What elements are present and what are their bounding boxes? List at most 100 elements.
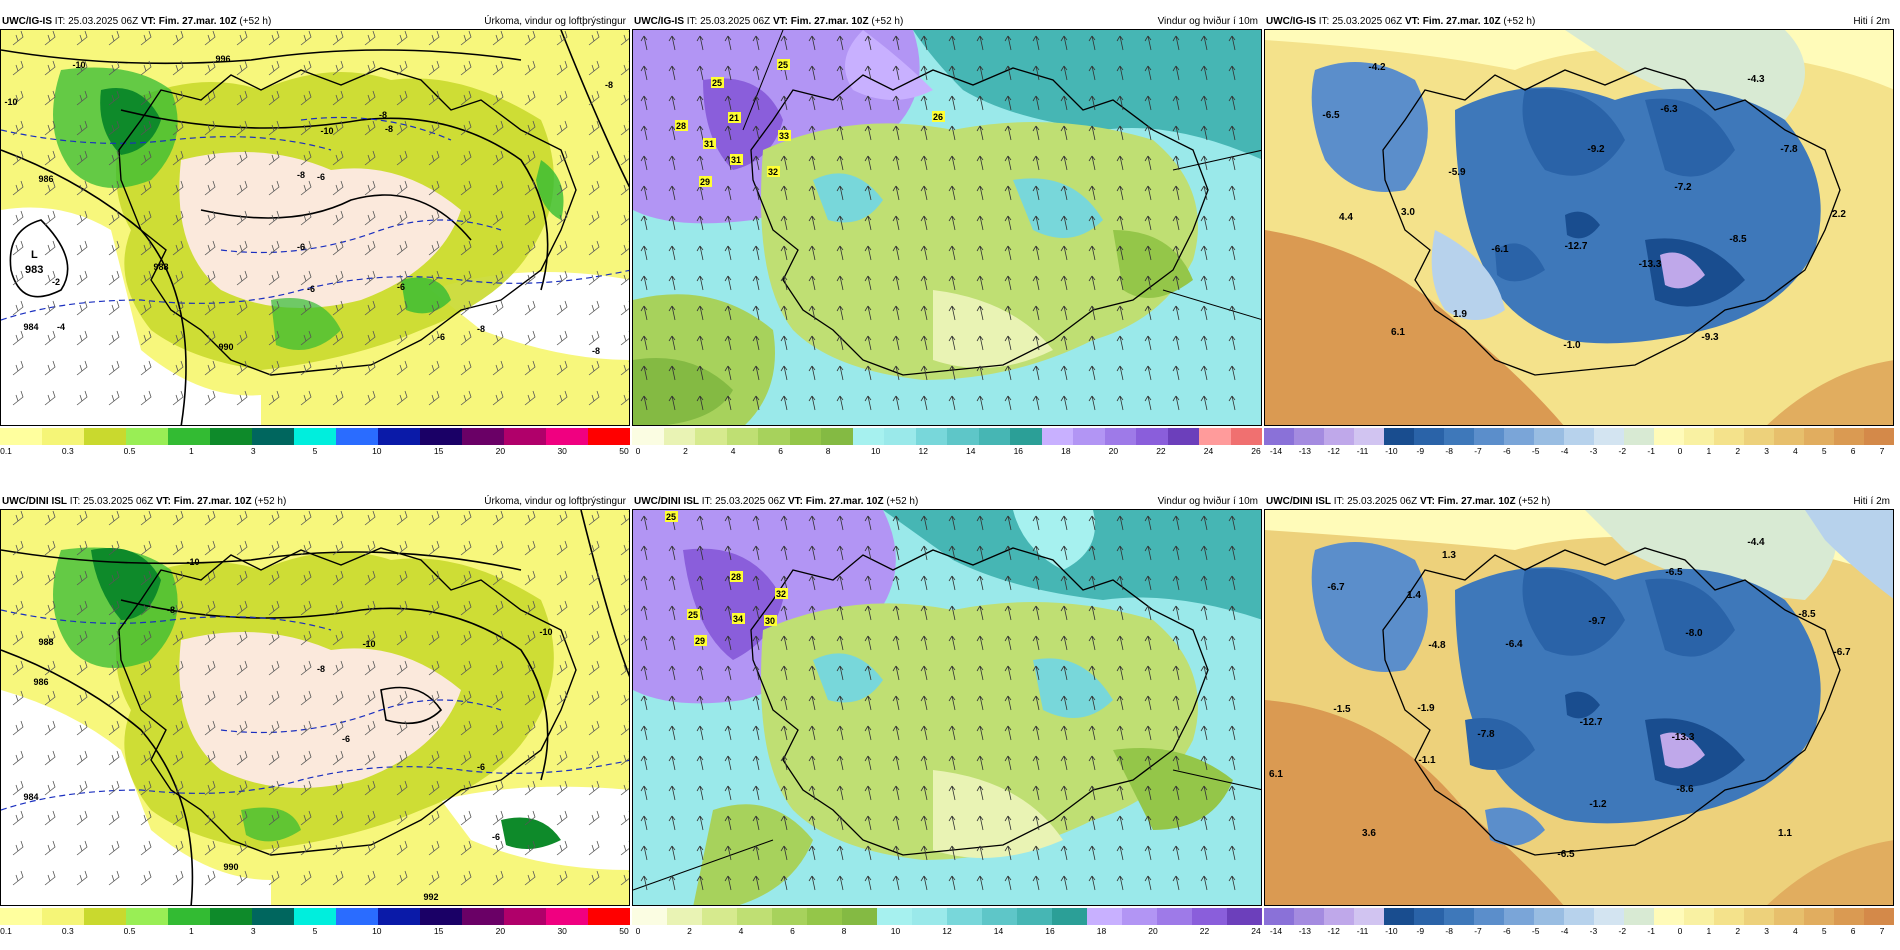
wind-arrow [752, 215, 760, 231]
wind-arrow [836, 395, 844, 411]
wind-arrow [780, 395, 788, 411]
wind-barb [364, 690, 376, 706]
wind-arrow [808, 635, 816, 651]
wind-arrow [724, 785, 732, 801]
colorbar-tick-label: 6 [790, 926, 795, 936]
wind-barb [364, 60, 376, 76]
wind-arrow [696, 35, 704, 51]
field-name: Hiti í 2m [1853, 16, 1890, 27]
wind-barb [364, 600, 376, 616]
wind-barb [460, 750, 472, 766]
wind-barb [44, 570, 56, 586]
wind-arrow [976, 185, 984, 201]
isobar-label: 984 [23, 792, 38, 802]
wind-barb [620, 391, 629, 406]
wind-arrow [1228, 845, 1236, 861]
colorbar-tick-label: 10 [870, 446, 881, 456]
wind-barb [364, 240, 376, 256]
wind-arrow [640, 155, 648, 171]
wind-arrow [780, 785, 788, 801]
wind-barb [460, 30, 472, 46]
wind-arrow [1144, 785, 1152, 801]
wind-barb [140, 720, 152, 736]
colorbar-tick-label: 0.1 [0, 446, 12, 456]
wind-barb [300, 300, 312, 316]
wind-arrow [948, 755, 956, 771]
wind-barb [236, 390, 248, 406]
wind-barb [588, 180, 600, 196]
wind-barb [492, 810, 504, 826]
wind-arrow [1088, 185, 1096, 201]
wind-barb [524, 390, 536, 406]
colorbar-swatch [1294, 428, 1324, 445]
wind-barb [12, 360, 24, 376]
wind-barb [268, 270, 280, 286]
wind-barb [236, 60, 248, 76]
wind-barb [620, 301, 629, 316]
wind-barb [492, 750, 504, 766]
wind-arrow [1172, 275, 1180, 291]
wind-barb [556, 300, 568, 316]
temperature-label: 3.0 [1401, 207, 1415, 218]
wind-barb [12, 30, 24, 46]
wind-arrow [1228, 335, 1236, 351]
wind-arrow [724, 335, 732, 351]
wind-barb [236, 90, 248, 106]
wind-barb [556, 570, 568, 586]
wind-barb [140, 840, 152, 856]
wind-barb [76, 330, 88, 346]
gust-label-box [767, 166, 780, 177]
wind-barb [460, 840, 472, 856]
temperature-label: -6.4 [1505, 639, 1523, 650]
wind-barb [364, 390, 376, 406]
wind-barb [268, 540, 280, 556]
wind-arrow [752, 335, 760, 351]
precip-map: -10 -8 -10 -10 -8 -6 -6 988 986 984 -6 992 990 [0, 509, 630, 906]
wind-barb [492, 690, 504, 706]
colorbar-tick-label: -4 [1560, 446, 1569, 456]
colorbar-tick-label: -3 [1589, 446, 1598, 456]
wind-barb [12, 300, 24, 316]
wind-arrow [780, 875, 788, 891]
wind-arrow [948, 665, 956, 681]
colorbar-swatch [252, 908, 294, 925]
wind-arrow [976, 875, 984, 891]
wind-arrow [1228, 275, 1236, 291]
wind-barb [172, 750, 184, 766]
wind-barb [300, 840, 312, 856]
wind-barb [300, 120, 312, 136]
wind-arrow [1228, 515, 1236, 531]
wind-arrow [1060, 185, 1068, 201]
colorbar-swatch [1087, 908, 1122, 925]
wind-barb [556, 360, 568, 376]
wind-barb [140, 150, 152, 166]
wind-barb [108, 630, 120, 646]
wind-barb [108, 840, 120, 856]
wind-arrow [1172, 155, 1180, 171]
wind-arrow [780, 215, 788, 231]
wind-barb [44, 540, 56, 556]
wind-arrow [1032, 95, 1040, 111]
wind-arrow [1200, 845, 1208, 861]
wind-arrow [1172, 815, 1180, 831]
wind-arrow [1200, 245, 1208, 261]
wind-arrow [892, 335, 900, 351]
wind-arrow [724, 815, 732, 831]
colorbar-tick-label: 1 [1706, 446, 1712, 456]
wind-arrow [892, 365, 900, 381]
isobar-label: 990 [223, 862, 238, 872]
isobar-label: -10 [362, 639, 375, 649]
wind-arrow [752, 95, 760, 111]
colorbar-tick-label: -7 [1474, 446, 1482, 456]
colorbar-swatch [1564, 908, 1594, 925]
wind-barb [300, 360, 312, 376]
wind-arrow [1228, 125, 1236, 141]
colorbar-tick-label: -8 [1445, 926, 1453, 936]
wind-barb [332, 150, 344, 166]
wind-barb [204, 210, 216, 226]
wind-arrow [892, 605, 900, 621]
gust-label-box [778, 130, 791, 141]
colorbar-swatch [1654, 428, 1684, 445]
wind-arrow [892, 785, 900, 801]
wind-barb [364, 30, 376, 46]
